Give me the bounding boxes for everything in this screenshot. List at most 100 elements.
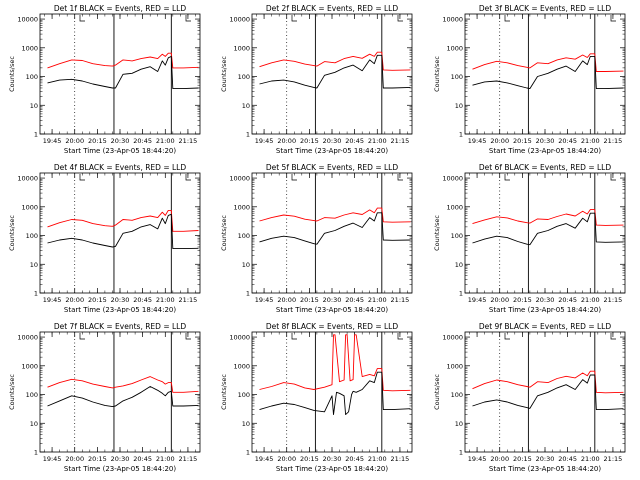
- y-axis-label: Counts/sec: [220, 56, 228, 92]
- chart-panel: Det 8f BLACK = Events, RED = LLD Counts/s…: [220, 322, 413, 473]
- segment-bracket: [185, 333, 191, 340]
- chart-title: Det 8f BLACK = Events, RED = LLD: [266, 322, 399, 331]
- lld-rate-line: [47, 209, 199, 232]
- x-tick-label: 20:15: [513, 137, 532, 145]
- y-axis-label: Counts/sec: [8, 56, 16, 92]
- plot-frame: [39, 13, 201, 135]
- x-tick-label: 20:45: [345, 455, 364, 463]
- x-axis-label: Start Time (23-Apr-05 18:44:20): [489, 306, 601, 314]
- x-axis-label: Start Time (23-Apr-05 18:44:20): [276, 147, 388, 155]
- x-tick-label: 20:00: [65, 137, 84, 145]
- x-tick-label: 20:30: [536, 455, 555, 463]
- segment-bracket: [291, 333, 297, 340]
- x-tick-label: 20:45: [558, 296, 577, 304]
- y-tick-label: 1000: [446, 203, 463, 211]
- y-axis-label: Counts/sec: [220, 374, 228, 410]
- y-tick-label: 1000: [233, 362, 250, 370]
- segment-bracket: [610, 333, 616, 340]
- segment-bracket: [185, 15, 191, 22]
- events-rate-line: [472, 374, 624, 411]
- x-tick-label: 20:00: [277, 137, 296, 145]
- y-tick-label: 1: [34, 131, 38, 139]
- y-tick-label: 1000: [446, 362, 463, 370]
- y-tick-label: 1: [246, 449, 250, 457]
- x-tick-label: 19:45: [43, 137, 62, 145]
- x-tick-label: 21:00: [156, 296, 175, 304]
- y-tick-label: 1: [34, 449, 38, 457]
- x-tick-label: 21:15: [391, 137, 410, 145]
- x-axis-label: Start Time (23-Apr-05 18:44:20): [64, 147, 176, 155]
- x-tick-label: 20:15: [88, 137, 107, 145]
- chart-title: Det 9f BLACK = Events, RED = LLD: [479, 322, 612, 331]
- y-tick-label: 10: [455, 102, 463, 110]
- y-axis-label: Counts/sec: [8, 215, 16, 251]
- events-rate-line: [259, 54, 411, 89]
- x-tick-label: 19:45: [468, 455, 487, 463]
- x-tick-label: 21:15: [604, 137, 623, 145]
- lld-rate-line: [259, 334, 411, 392]
- segment-bracket: [291, 15, 297, 22]
- events-rate-line: [259, 212, 411, 245]
- y-tick-label: 10000: [17, 175, 38, 183]
- x-tick-label: 20:00: [65, 455, 84, 463]
- x-tick-label: 19:45: [43, 455, 62, 463]
- y-tick-label: 10: [455, 261, 463, 269]
- y-tick-label: 10000: [442, 16, 463, 24]
- events-rate-line: [47, 213, 199, 250]
- y-tick-label: 10000: [17, 16, 38, 24]
- x-tick-label: 20:30: [323, 137, 342, 145]
- y-axis-label: Counts/sec: [433, 56, 441, 92]
- chart-panel: Det 7f BLACK = Events, RED = LLD Counts/s…: [8, 322, 201, 473]
- x-tick-label: 20:00: [277, 296, 296, 304]
- x-tick-label: 21:00: [368, 296, 387, 304]
- y-tick-label: 100: [238, 232, 250, 240]
- y-tick-label: 1000: [233, 44, 250, 52]
- y-tick-label: 1: [459, 131, 463, 139]
- chart-title: Det 4f BLACK = Events, RED = LLD: [54, 163, 187, 172]
- x-tick-label: 20:30: [111, 137, 130, 145]
- lld-rate-line: [472, 209, 624, 226]
- segment-bracket: [79, 15, 85, 22]
- plot-frame: [251, 172, 413, 294]
- events-rate-line: [47, 386, 199, 408]
- plot-frame: [464, 331, 626, 453]
- y-tick-label: 10000: [229, 175, 250, 183]
- y-axis-label: Counts/sec: [220, 215, 228, 251]
- lld-rate-line: [472, 370, 624, 394]
- y-axis-label: Counts/sec: [433, 374, 441, 410]
- chart-panel: Det 5f BLACK = Events, RED = LLD Counts/s…: [220, 163, 413, 314]
- x-tick-label: 20:15: [88, 296, 107, 304]
- chart-title: Det 6f BLACK = Events, RED = LLD: [479, 163, 612, 172]
- x-axis-label: Start Time (23-Apr-05 18:44:20): [489, 147, 601, 155]
- x-tick-label: 19:45: [468, 137, 487, 145]
- plot-frame: [251, 331, 413, 453]
- lld-rate-line: [472, 53, 624, 72]
- x-axis-label: Start Time (23-Apr-05 18:44:20): [64, 306, 176, 314]
- y-tick-label: 1000: [233, 203, 250, 211]
- x-tick-label: 21:00: [156, 455, 175, 463]
- y-axis-label: Counts/sec: [8, 374, 16, 410]
- y-tick-label: 100: [26, 391, 38, 399]
- segment-bracket: [79, 333, 85, 340]
- x-tick-label: 20:00: [490, 455, 509, 463]
- events-rate-line: [472, 212, 624, 246]
- y-tick-label: 10000: [229, 16, 250, 24]
- plot-frame: [251, 13, 413, 135]
- x-axis-label: Start Time (23-Apr-05 18:44:20): [276, 465, 388, 473]
- lld-rate-line: [47, 52, 199, 69]
- x-tick-label: 20:00: [65, 296, 84, 304]
- x-tick-label: 20:30: [536, 296, 555, 304]
- x-tick-label: 19:45: [43, 296, 62, 304]
- x-tick-label: 20:00: [490, 296, 509, 304]
- segment-bracket: [397, 333, 403, 340]
- y-tick-label: 100: [238, 391, 250, 399]
- x-tick-label: 19:45: [255, 137, 274, 145]
- x-tick-label: 20:15: [300, 455, 319, 463]
- x-tick-label: 21:00: [581, 455, 600, 463]
- x-tick-label: 20:45: [558, 455, 577, 463]
- chart-panel: Det 9f BLACK = Events, RED = LLD Counts/s…: [433, 322, 626, 473]
- lld-rate-line: [259, 207, 411, 223]
- y-tick-label: 1: [459, 290, 463, 298]
- y-tick-label: 10: [242, 420, 250, 428]
